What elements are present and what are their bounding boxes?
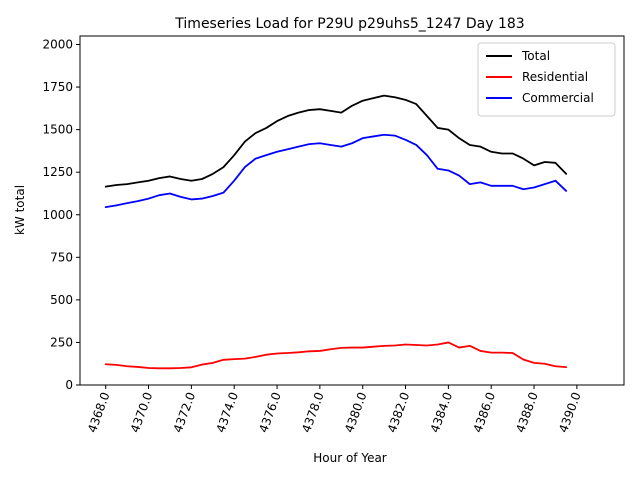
- y-tick-label: 1500: [42, 123, 73, 137]
- y-tick-label: 250: [50, 335, 73, 349]
- x-axis-title: Hour of Year: [313, 451, 387, 465]
- legend-label: Total: [521, 49, 550, 63]
- y-tick-label: 0: [65, 378, 73, 392]
- legend-box: [477, 42, 616, 117]
- legend-label: Residential: [522, 70, 588, 84]
- chart-title: Timeseries Load for P29U p29uhs5_1247 Da…: [174, 16, 524, 32]
- series-line-residential: [104, 341, 568, 370]
- y-axis-title: kW total: [13, 185, 27, 235]
- y-tick-label: 500: [50, 293, 73, 307]
- y-tick-label: 1000: [42, 208, 73, 222]
- y-tick-label: 2000: [42, 38, 73, 52]
- series-line-commercial: [104, 133, 568, 209]
- legend: Total Residential Commercial: [477, 42, 616, 117]
- plot-area: [79, 35, 625, 386]
- y-tick-label: 1750: [42, 80, 73, 94]
- series-line-total: [104, 94, 568, 188]
- legend-label: Commercial: [522, 91, 594, 105]
- y-tick-label: 1250: [42, 165, 73, 179]
- y-tick-label: 750: [50, 250, 73, 264]
